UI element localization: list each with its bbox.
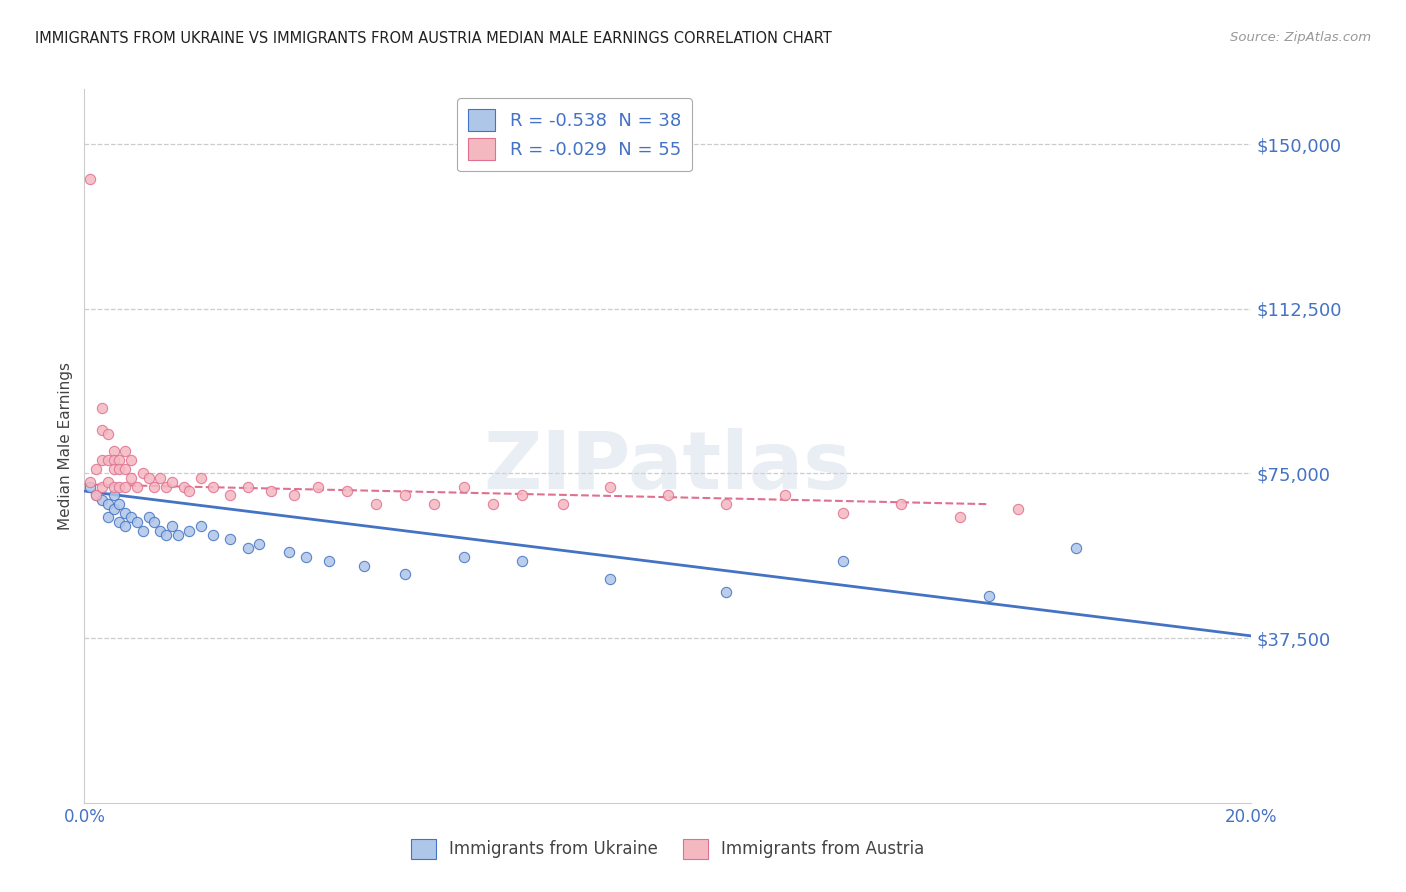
Point [103,488,125,502]
Point [114,506,136,520]
Point [160,519,183,533]
Point [79,480,101,494]
Point [125,480,148,494]
Point [423,497,446,511]
Point [103,453,125,467]
Point [97,497,120,511]
Point [160,475,183,490]
Point [108,453,131,467]
Point [716,585,738,599]
Point [114,480,136,494]
Y-axis label: Median Male Earnings: Median Male Earnings [58,362,73,530]
Point [138,510,160,524]
Point [90,401,112,415]
Point [132,524,155,538]
Point [138,471,160,485]
Point [318,554,340,568]
Point [166,528,188,542]
Point [219,533,242,547]
Point [832,506,855,520]
Point [890,497,912,511]
Point [277,545,299,559]
Point [295,549,318,564]
Point [336,483,359,498]
Legend: Immigrants from Ukraine, Immigrants from Austria: Immigrants from Ukraine, Immigrants from… [405,832,931,866]
Point [84,488,107,502]
Point [90,492,112,507]
Point [125,515,148,529]
Point [236,480,259,494]
Point [551,497,574,511]
Point [114,519,136,533]
Point [143,515,166,529]
Point [97,475,120,490]
Point [179,524,201,538]
Point [201,480,224,494]
Point [114,462,136,476]
Point [219,488,242,502]
Point [453,480,475,494]
Point [114,444,136,458]
Point [149,524,172,538]
Point [103,480,125,494]
Point [97,426,120,441]
Point [97,510,120,524]
Point [84,462,107,476]
Point [143,480,166,494]
Point [149,471,172,485]
Point [307,480,329,494]
Point [108,497,131,511]
Point [366,497,388,511]
Point [453,549,475,564]
Point [97,453,120,467]
Point [103,444,125,458]
Point [90,453,112,467]
Point [120,510,142,524]
Point [510,488,533,502]
Point [394,567,416,582]
Point [90,423,112,437]
Point [236,541,259,555]
Point [108,462,131,476]
Point [120,471,142,485]
Point [1007,501,1029,516]
Point [84,488,107,502]
Point [108,480,131,494]
Point [716,497,738,511]
Point [103,462,125,476]
Point [108,515,131,529]
Point [103,501,125,516]
Text: Source: ZipAtlas.com: Source: ZipAtlas.com [1230,31,1371,45]
Point [599,480,621,494]
Point [599,572,621,586]
Text: ZIPatlas: ZIPatlas [484,428,852,507]
Point [190,471,212,485]
Point [510,554,533,568]
Point [832,554,855,568]
Point [260,483,283,498]
Point [394,488,416,502]
Point [977,590,1000,604]
Point [657,488,679,502]
Point [179,483,201,498]
Point [173,480,195,494]
Point [79,172,101,186]
Point [249,537,271,551]
Point [190,519,212,533]
Point [353,558,375,573]
Point [1066,541,1088,555]
Text: IMMIGRANTS FROM UKRAINE VS IMMIGRANTS FROM AUSTRIA MEDIAN MALE EARNINGS CORRELAT: IMMIGRANTS FROM UKRAINE VS IMMIGRANTS FR… [35,31,832,46]
Point [90,480,112,494]
Point [132,467,155,481]
Point [155,480,177,494]
Point [79,475,101,490]
Point [482,497,505,511]
Point [949,510,972,524]
Point [201,528,224,542]
Point [773,488,796,502]
Point [155,528,177,542]
Point [120,453,142,467]
Point [283,488,305,502]
